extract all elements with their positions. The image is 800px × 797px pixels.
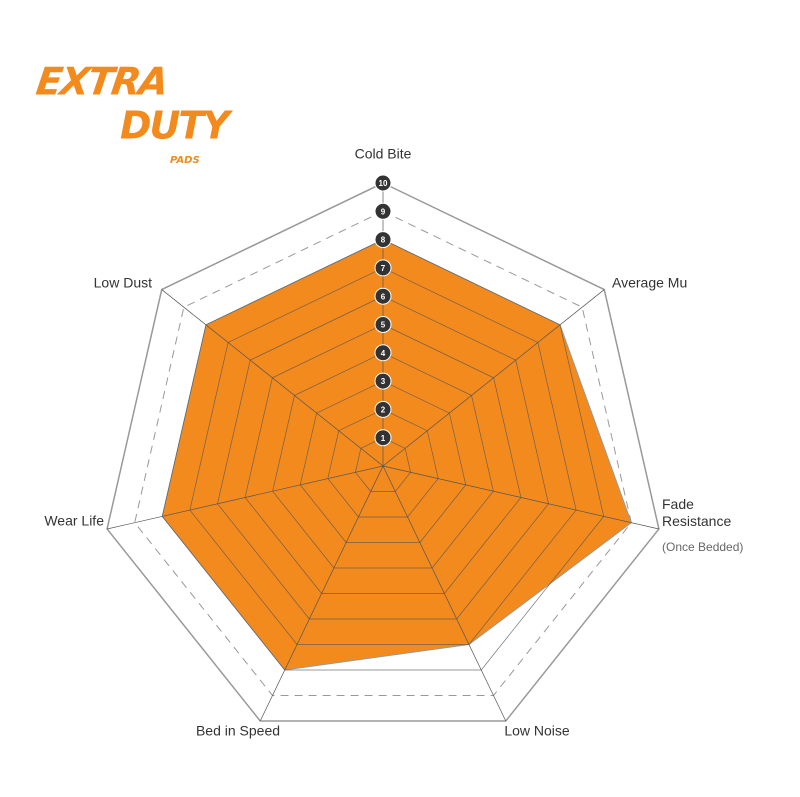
tick-label: 1 [381, 434, 386, 443]
tick-marker [374, 259, 392, 277]
grid-ring [272, 352, 494, 569]
grid-ring [189, 267, 577, 645]
grid-ring [327, 409, 439, 518]
grid-ring [134, 210, 632, 696]
category-label: Average Mu [612, 275, 687, 291]
grid-ring [106, 182, 660, 722]
tick-label: 4 [381, 349, 386, 358]
category-label: Fade Resistance [662, 496, 731, 529]
tick-label: 7 [381, 264, 386, 273]
tick-label: 3 [381, 377, 386, 386]
tick-label: 9 [381, 207, 386, 216]
grid-ring [244, 324, 522, 594]
tick-label: 10 [379, 179, 388, 188]
category-label: Bed in Speed [196, 723, 280, 739]
grid-ring [355, 437, 411, 492]
axis-spoke [107, 465, 384, 530]
tick-marker [374, 202, 392, 220]
logo-line: EXTRA [33, 61, 169, 105]
category-label: Low Dust [94, 275, 152, 291]
grid-ring [161, 239, 605, 671]
axis-spoke [161, 289, 384, 467]
annotation: (Once Bedded) [662, 540, 743, 554]
tick-marker [374, 429, 392, 447]
tick-label: 5 [381, 321, 386, 330]
tick-marker [374, 231, 392, 249]
tick-marker [374, 344, 392, 362]
grid-ring [299, 380, 467, 543]
tick-marker [374, 174, 392, 192]
tick-label: 2 [381, 406, 386, 415]
tick-marker [374, 287, 392, 305]
category-label-line: Resistance [662, 513, 731, 529]
logo-line: DUTY [120, 104, 233, 148]
tick-label: 6 [381, 292, 386, 301]
tick-marker [374, 372, 392, 390]
axis-spoke [382, 465, 507, 722]
tick-marker [374, 316, 392, 333]
logo-line: PADS [170, 155, 200, 166]
tick-marker [374, 400, 392, 418]
tick-label: 8 [381, 236, 386, 245]
category-label-line: Fade [662, 496, 694, 512]
axis-spoke [259, 465, 384, 722]
category-label: Low Noise [504, 723, 570, 739]
category-label: Wear Life [44, 513, 104, 529]
category-label: Cold Bite [355, 146, 412, 162]
axis-spoke [382, 465, 659, 530]
grid-ring [217, 295, 549, 620]
axis-spoke [382, 289, 605, 467]
